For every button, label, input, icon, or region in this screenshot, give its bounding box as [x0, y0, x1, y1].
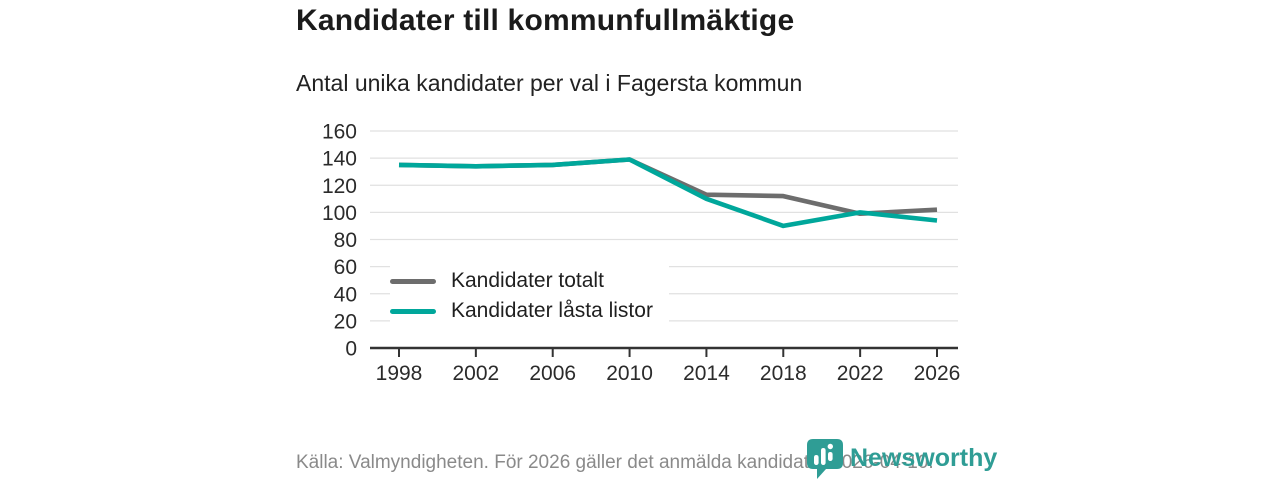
legend-swatch: [390, 278, 436, 284]
x-tick-label: 1998: [376, 362, 423, 385]
series-line-kandidater-l-sta-listor: [398, 157, 938, 229]
legend-label: Kandidater låsta listor: [451, 299, 653, 322]
source-note: Källa: Valmyndigheten. För 2026 gäller d…: [296, 452, 934, 473]
y-tick-label: 0: [345, 338, 357, 361]
y-tick-label: 160: [322, 121, 357, 144]
x-tick-label: 2010: [606, 362, 653, 385]
y-tick-label: 140: [322, 148, 357, 171]
newsworthy-speech-bubble-chart-icon: [807, 439, 843, 479]
legend-item: Kandidater låsta listor: [390, 296, 669, 326]
x-tick-label: 2006: [529, 362, 576, 385]
x-tick-label: 2014: [683, 362, 730, 385]
x-tick-label: 2022: [837, 362, 884, 385]
x-tick-label: 2018: [760, 362, 807, 385]
legend-swatch: [390, 308, 436, 314]
page-title: Kandidater till kommunfullmäktige: [296, 4, 795, 37]
chart-legend: Kandidater totalt Kandidater låsta listor: [390, 266, 669, 326]
y-tick-label: 40: [334, 283, 357, 306]
legend-label: Kandidater totalt: [451, 269, 604, 292]
x-tick-label: 2026: [914, 362, 961, 385]
y-tick-label: 120: [322, 175, 357, 198]
y-tick-label: 60: [334, 256, 357, 279]
page-subtitle: Antal unika kandidater per val i Fagerst…: [296, 70, 803, 96]
y-tick-label: 20: [334, 310, 357, 333]
y-tick-label: 80: [334, 229, 357, 252]
newsworthy-logo: Newsworthy: [806, 437, 997, 480]
legend-item: Kandidater totalt: [390, 266, 669, 296]
line-chart: 0 20 40 60 80 100 120 140 160 1998 2002 2006 2010 201…: [322, 121, 961, 386]
y-tick-label: 100: [322, 202, 357, 225]
newsworthy-logo-text: Newsworthy: [850, 444, 998, 472]
x-tick-label: 2002: [452, 362, 499, 385]
